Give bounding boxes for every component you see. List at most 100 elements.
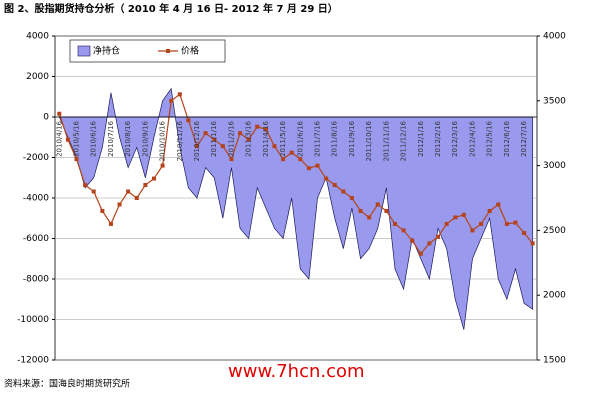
price-marker (349, 196, 354, 200)
price-marker (74, 157, 79, 162)
y2-tick-label: 4000 (543, 32, 566, 42)
price-marker (134, 196, 139, 200)
x-tick-label: 2010/5/16 (73, 120, 81, 156)
price-marker (263, 127, 268, 132)
price-marker (65, 137, 70, 142)
y-tick-label: 2000 (26, 72, 49, 82)
price-marker (504, 221, 509, 226)
price-marker (57, 111, 62, 116)
price-marker (298, 157, 303, 162)
y-tick-label: -8000 (23, 275, 49, 285)
price-marker (151, 176, 156, 181)
y-tick-label: -4000 (23, 194, 49, 204)
watermark: www.7hcn.com (228, 361, 365, 382)
price-marker (100, 208, 105, 213)
x-tick-label: 2010/4/16 (55, 120, 63, 156)
x-tick-label: 2011/10/16 (365, 120, 373, 161)
price-marker (461, 212, 466, 217)
price-marker (358, 208, 363, 213)
price-marker (186, 118, 191, 123)
price-marker (91, 189, 96, 194)
y-tick-label: 4000 (26, 32, 49, 42)
price-marker (177, 92, 182, 97)
price-marker (117, 202, 122, 207)
legend-swatch (77, 45, 91, 57)
price-marker (453, 215, 458, 220)
x-tick-label: 2012/3/16 (451, 120, 459, 156)
legend-label: 净持仓 (93, 45, 120, 57)
price-marker (143, 183, 148, 188)
x-tick-label: 2011/11/16 (382, 120, 390, 161)
x-tick-label: 2011/4/16 (262, 120, 270, 156)
y-tick-label: 0 (43, 113, 49, 123)
x-tick-label: 2011/9/16 (348, 120, 356, 156)
x-tick-label: 2012/6/16 (503, 120, 511, 156)
price-marker (203, 131, 208, 136)
price-marker (522, 230, 527, 235)
y-tick-label: -2000 (23, 153, 49, 163)
x-tick-label: 2011/8/16 (331, 120, 339, 156)
net-position-area (58, 87, 534, 330)
y-tick-label: -10000 (17, 315, 49, 325)
price-marker (418, 251, 423, 256)
price-marker (108, 221, 113, 226)
plot (55, 35, 537, 361)
x-tick-label: 2011/3/16 (245, 120, 253, 156)
price-marker (513, 220, 518, 225)
price-marker (332, 183, 337, 188)
price-marker (220, 144, 225, 149)
x-tick-label: 2010/10/16 (159, 120, 167, 161)
price-marker (341, 189, 346, 194)
price-marker (392, 221, 397, 226)
x-tick-label: 2011/1/16 (210, 120, 218, 156)
x-tick-label: 2012/7/16 (520, 120, 528, 156)
price-marker (367, 215, 372, 220)
y2-tick-label: 2000 (543, 291, 566, 301)
price-marker (126, 189, 131, 194)
x-tick-label: 2012/1/16 (417, 120, 425, 156)
y-tick-label: -12000 (17, 356, 49, 366)
x-tick-label: 2012/5/16 (486, 120, 494, 156)
price-marker (229, 157, 234, 162)
legend-marker (166, 49, 170, 53)
x-tick-label: 2010/8/16 (124, 120, 132, 156)
price-marker (479, 221, 484, 226)
price-marker (427, 241, 432, 246)
x-tick-label: 2010/6/16 (90, 120, 98, 156)
price-marker (487, 208, 492, 213)
price-marker (169, 98, 174, 103)
price-marker (401, 228, 406, 233)
price-marker (384, 208, 389, 213)
x-tick-label: 2010/12/16 (193, 120, 201, 161)
price-marker (195, 144, 200, 149)
y2-tick-label: 3500 (543, 96, 566, 106)
x-tick-label: 2012/2/16 (434, 120, 442, 156)
price-marker (530, 241, 535, 246)
price-marker (238, 131, 243, 136)
x-tick-label: 2010/9/16 (141, 120, 149, 156)
price-marker (410, 238, 415, 243)
price-marker (281, 157, 286, 162)
legend-label: 价格 (181, 45, 199, 57)
price-marker (324, 176, 329, 181)
legend (69, 39, 226, 63)
x-tick-label: 2011/7/16 (314, 120, 322, 156)
y2-tick-label: 3000 (543, 161, 566, 171)
price-marker (255, 124, 260, 129)
x-tick-label: 2010/11/16 (176, 120, 184, 161)
price-marker (375, 202, 380, 207)
price-marker (444, 221, 449, 226)
price-marker (315, 163, 320, 168)
price-marker (160, 163, 165, 168)
price-marker (246, 137, 251, 142)
price-marker (83, 183, 88, 188)
y-tick-label: -6000 (23, 234, 49, 244)
x-tick-label: 2010/7/16 (107, 120, 115, 156)
y2-tick-label: 2500 (543, 226, 566, 236)
price-marker (272, 144, 277, 149)
price-marker (496, 202, 501, 207)
price-marker (436, 234, 441, 239)
price-marker (289, 150, 294, 155)
x-tick-label: 2011/6/16 (296, 120, 304, 156)
